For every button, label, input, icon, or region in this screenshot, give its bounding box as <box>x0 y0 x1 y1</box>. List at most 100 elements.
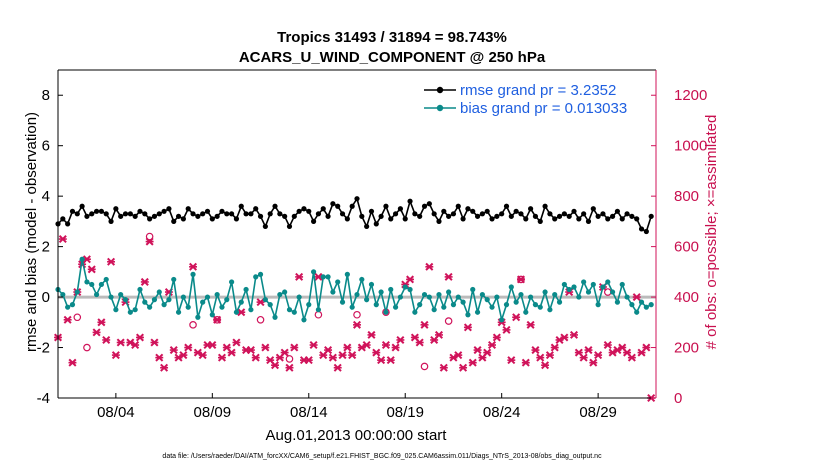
rmse-point-31 <box>204 208 211 214</box>
obs-assimilated-marker-19 <box>145 237 154 246</box>
rmse-point-68 <box>383 203 389 209</box>
bias-point-14 <box>122 297 129 303</box>
x-tick-label-3: 08/19 <box>386 404 424 421</box>
bias-point-19 <box>147 304 153 310</box>
bias-point-7 <box>89 281 95 288</box>
rmse-point-39 <box>243 211 249 217</box>
rmse-point-33 <box>214 213 220 219</box>
rmse-point-112 <box>595 213 601 219</box>
rmse-point-96 <box>518 211 524 217</box>
rmse-point-89 <box>484 208 490 214</box>
rmse-point-53 <box>310 218 317 224</box>
rmse-point-35 <box>224 211 230 217</box>
obs-assimilated-marker-3 <box>68 358 77 367</box>
y-tick-label-left-6: 8 <box>42 87 50 104</box>
obs-assimilated-marker-60 <box>343 343 352 352</box>
bias-point-20 <box>151 297 158 303</box>
obs-assimilated-marker-13 <box>116 338 125 347</box>
bias-point-106 <box>566 286 572 293</box>
legend-bias-label: bias grand pr = 0.013033 <box>460 100 627 117</box>
bias-point-28 <box>190 271 196 277</box>
bias-point-36 <box>229 279 235 285</box>
rmse-point-19 <box>147 216 153 222</box>
bias-point-86 <box>470 286 476 293</box>
bias-point-67 <box>378 289 384 295</box>
obs-assimilated-marker-99 <box>531 346 540 355</box>
bias-point-52 <box>306 302 312 308</box>
rmse-point-58 <box>335 203 341 209</box>
obs-assimilated-marker-111 <box>589 358 598 367</box>
obs-assimilated-marker-97 <box>521 358 530 367</box>
rmse-point-3 <box>69 208 76 214</box>
obs-assimilated-marker-110 <box>584 346 593 355</box>
bias-point-99 <box>532 302 539 308</box>
bias-point-75 <box>417 302 423 308</box>
y-tick-label-left-3: 2 <box>42 239 50 256</box>
bias-point-61 <box>349 304 355 310</box>
rmse-point-46 <box>277 211 283 217</box>
rmse-point-105 <box>561 211 567 217</box>
obs-assimilated-marker-9 <box>97 318 106 327</box>
bias-point-57 <box>330 289 336 295</box>
y-tick-label-right-3: 600 <box>674 239 699 256</box>
obs-assimilated-marker-28 <box>189 262 198 271</box>
y-tick-label-right-0: 0 <box>674 390 682 407</box>
obs-assimilated-marker-45 <box>271 361 280 370</box>
obs-assimilated-marker-32 <box>208 341 217 350</box>
rmse-point-123 <box>648 213 654 219</box>
rmse-point-66 <box>373 221 379 227</box>
rmse-point-120 <box>634 216 640 222</box>
y-tick-label-right-1: 200 <box>674 340 699 357</box>
bias-point-94 <box>508 284 514 290</box>
bias-point-104 <box>556 299 563 305</box>
rmse-point-81 <box>446 213 452 219</box>
rmse-point-44 <box>267 211 273 217</box>
rmse-point-107 <box>571 208 577 214</box>
bias-point-96 <box>518 291 524 298</box>
obs-assimilated-marker-53 <box>309 341 318 350</box>
obs-assimilated-marker-94 <box>507 356 516 365</box>
obs-assimilated-marker-98 <box>526 320 535 329</box>
rmse-point-73 <box>407 198 413 204</box>
bias-point-65 <box>368 281 375 288</box>
bias-point-18 <box>142 299 148 305</box>
obs-assimilated-marker-47 <box>280 348 289 357</box>
obs-assimilated-marker-49 <box>290 343 299 352</box>
bias-point-110 <box>585 289 592 295</box>
rmse-point-42 <box>257 213 264 219</box>
obs-assimilated-marker-62 <box>352 320 362 329</box>
obs-assimilated-marker-33 <box>213 315 222 324</box>
bias-point-98 <box>528 294 534 300</box>
bias-point-76 <box>421 291 428 298</box>
bias-point-12 <box>113 307 119 313</box>
obs-assimilated-marker-61 <box>348 351 357 360</box>
rmse-point-86 <box>470 208 476 214</box>
bias-point-24 <box>171 276 177 283</box>
rmse-point-49 <box>291 213 297 219</box>
obs-assimilated-marker-1 <box>58 235 67 244</box>
bias-point-45 <box>272 314 278 320</box>
bias-point-91 <box>494 294 500 300</box>
legend-bias-marker <box>436 104 444 112</box>
bias-point-62 <box>354 291 360 298</box>
bias-point-9 <box>98 281 105 288</box>
obs-assimilated-marker-37 <box>232 338 241 347</box>
bias-point-113 <box>600 284 606 290</box>
bias-point-3 <box>69 302 76 308</box>
bias-point-100 <box>537 304 543 310</box>
bias-point-1 <box>60 291 66 298</box>
rmse-point-8 <box>93 208 100 214</box>
obs-assimilated-marker-83 <box>454 351 463 360</box>
obs-assimilated-marker-12 <box>111 351 120 360</box>
rmse-point-32 <box>209 216 215 222</box>
rmse-point-93 <box>503 203 510 209</box>
bias-point-5 <box>79 256 85 262</box>
rmse-point-10 <box>103 211 109 217</box>
bias-point-48 <box>286 307 293 313</box>
obs-assimilated-marker-87 <box>473 346 482 355</box>
y-tick-label-left-2: 0 <box>42 289 50 306</box>
x-tick-label-0: 08/04 <box>97 404 135 421</box>
obs-assimilated-marker-95 <box>512 313 521 322</box>
bias-point-33 <box>214 291 220 298</box>
